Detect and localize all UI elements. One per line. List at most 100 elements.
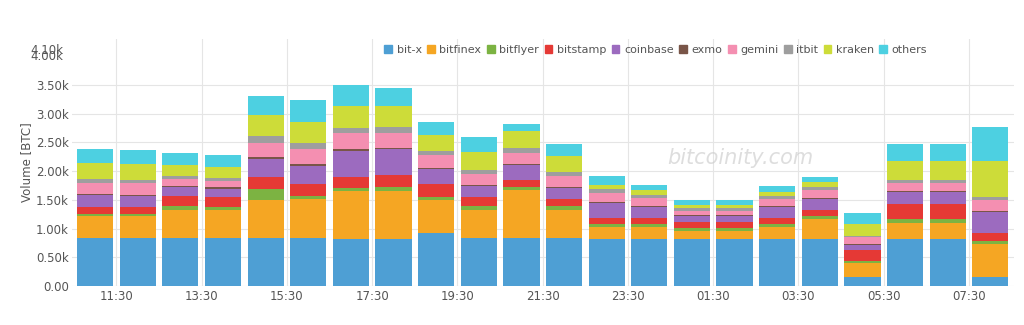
Bar <box>333 128 369 134</box>
Bar <box>77 149 114 163</box>
Bar <box>77 216 114 238</box>
Bar <box>503 153 540 164</box>
Bar <box>972 241 1009 244</box>
Bar <box>930 192 966 204</box>
Bar <box>674 228 710 231</box>
Bar <box>759 199 796 206</box>
Bar <box>674 200 710 205</box>
Bar <box>162 165 199 176</box>
Bar <box>717 211 753 215</box>
Bar <box>717 231 753 239</box>
Bar <box>887 219 924 223</box>
Bar <box>589 218 625 224</box>
Bar <box>248 136 284 142</box>
Legend: bit-x, bitfinex, bitflyer, bitstamp, coinbase, exmo, gemini, itbit, kraken, othe: bit-x, bitfinex, bitflyer, bitstamp, coi… <box>384 45 927 55</box>
Bar <box>546 238 583 286</box>
Bar <box>290 143 327 149</box>
Bar <box>717 205 753 208</box>
Bar <box>631 227 668 239</box>
Bar <box>205 188 241 197</box>
Bar <box>290 166 327 184</box>
Bar <box>589 189 625 193</box>
Bar <box>418 197 455 200</box>
Bar <box>759 227 796 239</box>
Bar <box>503 164 540 165</box>
Bar <box>759 191 796 196</box>
Bar <box>717 239 753 286</box>
Bar <box>674 215 710 216</box>
Bar <box>503 124 540 132</box>
Bar <box>290 149 327 164</box>
Bar <box>248 157 284 159</box>
Bar <box>162 206 199 210</box>
Bar <box>418 200 455 233</box>
Bar <box>248 96 284 115</box>
Bar <box>248 142 284 157</box>
Bar <box>418 122 455 135</box>
Bar <box>887 180 924 183</box>
Bar <box>631 207 668 218</box>
Bar <box>674 211 710 215</box>
Bar <box>120 216 156 238</box>
Bar <box>376 240 412 286</box>
Bar <box>759 207 796 218</box>
Bar <box>887 191 924 192</box>
Bar <box>802 190 838 198</box>
Bar <box>77 163 114 179</box>
Bar <box>845 245 881 250</box>
Bar <box>887 223 924 239</box>
Bar <box>930 144 966 161</box>
Bar <box>120 207 156 214</box>
Bar <box>120 164 156 180</box>
Bar <box>290 196 327 199</box>
Bar <box>376 191 412 240</box>
Bar <box>972 197 1009 201</box>
Bar <box>546 187 583 188</box>
Bar <box>631 185 668 190</box>
Bar <box>290 100 327 122</box>
Bar <box>674 216 710 223</box>
Bar <box>631 239 668 286</box>
Bar <box>887 144 924 161</box>
Bar <box>802 177 838 182</box>
Bar <box>930 219 966 223</box>
Bar <box>631 224 668 227</box>
Bar <box>845 263 881 277</box>
Bar <box>546 156 583 172</box>
Bar <box>802 219 838 239</box>
Bar <box>802 182 838 188</box>
Bar <box>77 214 114 216</box>
Bar <box>77 238 114 286</box>
Bar <box>162 153 199 165</box>
Bar <box>120 195 156 196</box>
Bar <box>461 151 497 171</box>
Bar <box>631 195 668 198</box>
Bar <box>162 196 199 206</box>
Bar <box>887 161 924 180</box>
Bar <box>972 244 1009 277</box>
Bar <box>930 239 966 286</box>
Text: bitcoinity.com: bitcoinity.com <box>668 148 814 168</box>
Bar <box>461 238 497 286</box>
Bar <box>333 177 369 188</box>
Bar <box>503 187 540 190</box>
Bar <box>376 150 412 175</box>
Bar <box>759 196 796 199</box>
Bar <box>503 165 540 180</box>
Bar <box>589 176 625 185</box>
Bar <box>845 244 881 245</box>
Bar <box>717 223 753 228</box>
Y-axis label: Volume [BTC]: Volume [BTC] <box>20 123 33 202</box>
Bar <box>205 178 241 181</box>
Bar <box>972 211 1009 212</box>
Bar <box>631 190 668 195</box>
Bar <box>802 239 838 286</box>
Bar <box>376 187 412 191</box>
Bar <box>77 183 114 194</box>
Bar <box>120 183 156 195</box>
Bar <box>290 164 327 166</box>
Bar <box>205 197 241 207</box>
Bar <box>376 148 412 150</box>
Bar <box>717 200 753 205</box>
Bar <box>503 238 540 286</box>
